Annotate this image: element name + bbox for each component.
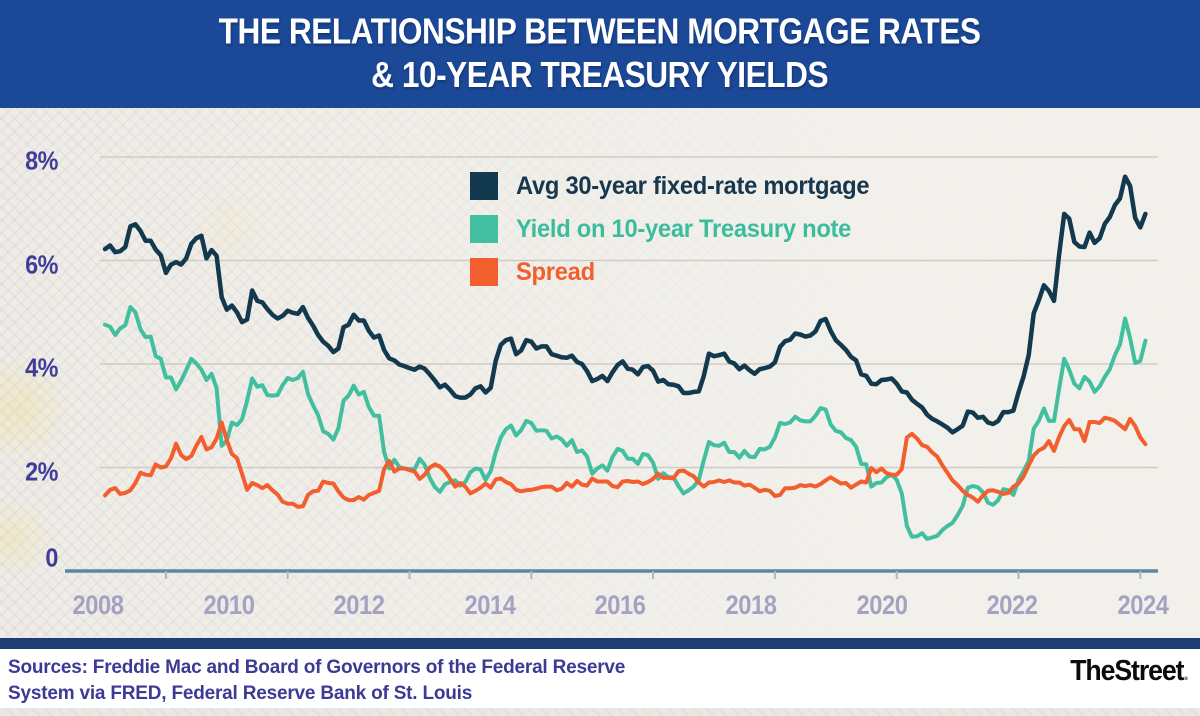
x-axis-label-2012: 2012 (333, 590, 386, 620)
bottom-texture-strip (0, 708, 1200, 716)
legend-label-treasury: Yield on 10-year Treasury note (516, 214, 852, 243)
thestreet-logo-text: TheStreet (1070, 655, 1184, 687)
x-axis-ticks (164, 571, 1142, 579)
y-axis-label-0: 0 (45, 542, 58, 573)
x-axis-label-2024: 2024 (1117, 590, 1169, 620)
thestreet-logo: TheStreet. (1070, 655, 1189, 688)
legend-label-spread: Spread (516, 257, 595, 286)
mortgage-swatch (470, 172, 498, 200)
spread-swatch (470, 258, 498, 286)
chart-panel: 8% 6% 4% 2% 0 2008 2010 2012 2014 2016 2018 2020 20… (0, 108, 1200, 640)
legend-item-mortgage: Avg 30-year fixed-rate mortgage (470, 172, 888, 200)
footer-divider-bar (0, 638, 1200, 649)
x-axis-label-2016: 2016 (594, 590, 647, 620)
chart-canvas (65, 156, 1158, 579)
y-axis-label-2%: 2% (25, 456, 59, 486)
page-title: THE RELATIONSHIP BETWEEN MORTGAGE RATES … (219, 11, 981, 98)
legend-item-spread: Spread (470, 258, 888, 286)
sources-line1: Sources: Freddie Mac and Board of Govern… (8, 657, 626, 678)
page-title-line2: & 10-YEAR TREASURY YIELDS (371, 55, 829, 96)
page-title-line1: THE RELATIONSHIP BETWEEN MORTGAGE RATES (219, 11, 981, 52)
gridlines (100, 156, 1158, 469)
legend-item-treasury: Yield on 10-year Treasury note (470, 215, 888, 243)
series-lines (102, 174, 1148, 541)
y-axis-label-4%: 4% (25, 352, 59, 383)
x-axis-label-2018: 2018 (725, 590, 777, 620)
y-axis-label-6%: 6% (25, 249, 59, 279)
chart-legend: Avg 30-year fixed-rate mortgage Yield on… (470, 172, 888, 301)
series-line-treasury (103, 305, 1148, 541)
x-axis-label-2010: 2010 (203, 590, 255, 620)
header-banner: THE RELATIONSHIP BETWEEN MORTGAGE RATES … (0, 0, 1200, 108)
sources-text: Sources: Freddie Mac and Board of Govern… (8, 655, 625, 707)
x-axis-label-2020: 2020 (856, 590, 908, 620)
x-axis-label-2008: 2008 (72, 590, 124, 620)
series-line-mortgage (102, 174, 1148, 435)
thestreet-logo-period: . (1183, 660, 1189, 685)
x-axis-label-2022: 2022 (986, 590, 1039, 620)
treasury-swatch (470, 215, 498, 243)
sources-line2: System via FRED, Federal Reserve Bank of… (8, 683, 473, 704)
y-axis-label-8%: 8% (25, 145, 59, 176)
footer: Sources: Freddie Mac and Board of Govern… (0, 649, 1200, 708)
series-line-spread (103, 415, 1148, 509)
x-axis-label-2014: 2014 (464, 590, 516, 620)
legend-label-mortgage: Avg 30-year fixed-rate mortgage (516, 171, 870, 200)
